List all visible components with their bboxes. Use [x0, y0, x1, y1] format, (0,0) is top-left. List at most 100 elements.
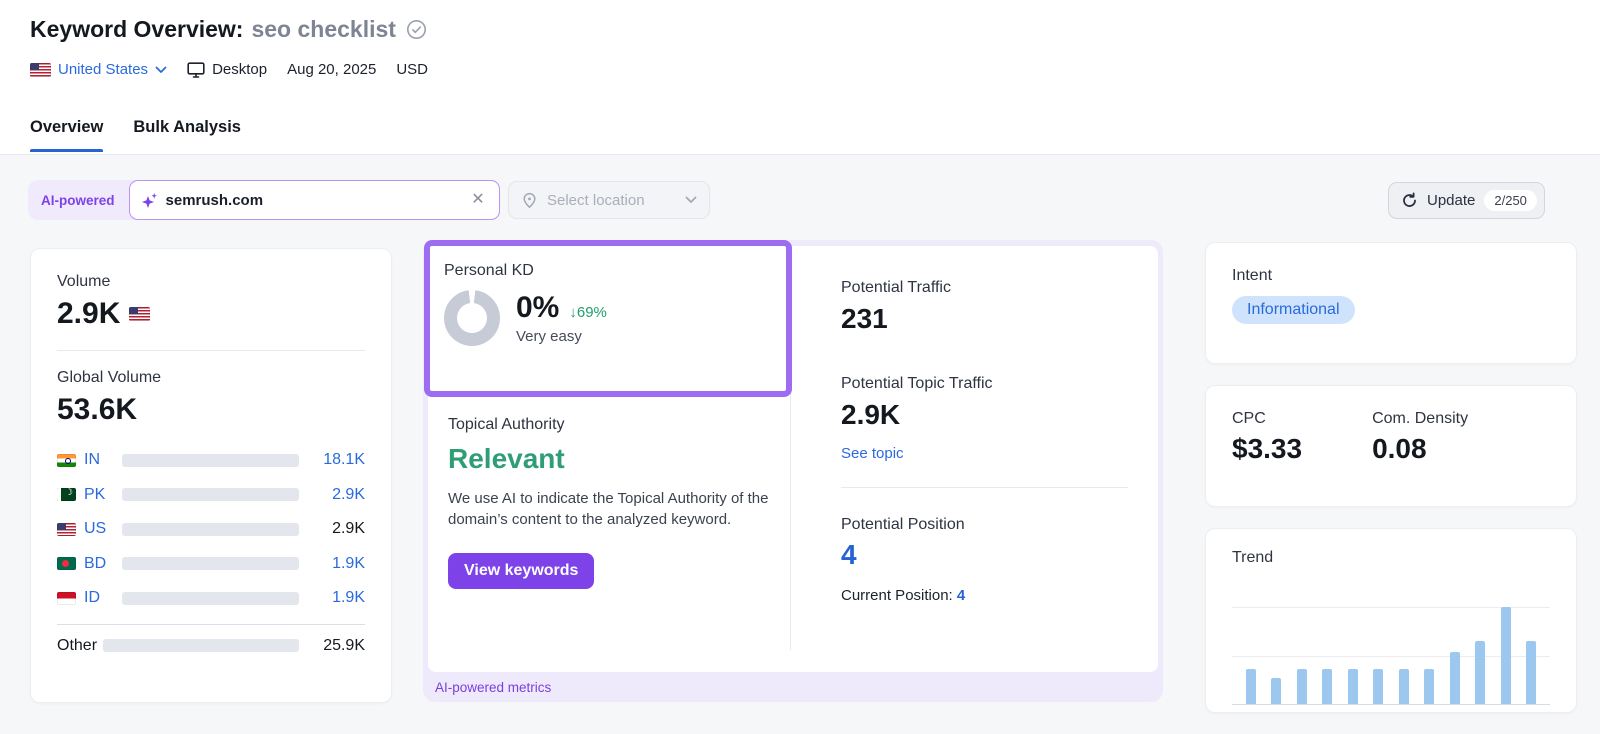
us-flag-icon — [129, 307, 151, 321]
volume-bar-track — [122, 522, 299, 536]
bd-flag-icon — [57, 557, 76, 571]
trend-bar — [1449, 651, 1460, 704]
country-code-link[interactable]: ID — [84, 589, 100, 607]
divider — [57, 623, 365, 625]
current-position-label: Current Position: — [841, 587, 957, 604]
potential-topic-traffic-value: 2.9K — [841, 399, 901, 430]
vertical-divider — [790, 258, 791, 650]
domain-input[interactable] — [165, 191, 463, 209]
trend-bar — [1373, 669, 1384, 704]
intent-card: Intent Informational — [1205, 242, 1577, 364]
other-label: Other — [57, 636, 98, 654]
density-label: Com. Density — [1372, 410, 1469, 427]
trend-bar — [1347, 669, 1358, 704]
topical-authority-title: Topical Authority — [448, 416, 565, 433]
trend-bars — [1246, 607, 1536, 704]
country-code-link[interactable]: US — [84, 520, 107, 538]
update-quota-badge: 2/250 — [1484, 190, 1537, 211]
topical-authority-value: Relevant — [448, 443, 565, 474]
select-location-placeholder: Select location — [547, 191, 645, 209]
tab-bulk-analysis[interactable]: Bulk Analysis — [133, 118, 241, 136]
volume-card: Volume 2.9K Global Volume 53.6K IN 18.1K P… — [30, 248, 392, 703]
us-flag-icon — [30, 62, 51, 77]
tab-divider — [0, 154, 1600, 155]
view-keywords-button[interactable]: View keywords — [448, 552, 595, 589]
potential-position-label: Potential Position — [841, 516, 965, 533]
intent-badge[interactable]: Informational — [1232, 296, 1355, 324]
refresh-icon — [1401, 192, 1418, 209]
global-volume-value: 53.6K — [57, 393, 138, 426]
update-button-label: Update — [1427, 192, 1476, 209]
volume-bar-track — [122, 557, 299, 571]
gridline — [1232, 656, 1550, 657]
ai-sparkle-icon — [141, 192, 159, 210]
country-selector[interactable]: United States — [30, 61, 167, 78]
chevron-down-icon — [155, 66, 167, 74]
volume-bar-track — [103, 639, 299, 652]
tab-bar: Overview Bulk Analysis — [30, 118, 241, 152]
country-volume-value[interactable]: 18.1K — [323, 451, 365, 469]
chevron-down-icon — [685, 196, 697, 204]
potential-topic-traffic-label: Potential Topic Traffic — [841, 375, 993, 392]
metrics-card: Topical Authority Relevant We use AI to … — [428, 246, 1158, 672]
country-row: ID 1.9K — [57, 581, 365, 616]
country-code-link[interactable]: IN — [84, 451, 100, 469]
page-title-keyword: seo checklist — [251, 16, 396, 42]
chart-baseline — [1232, 704, 1550, 705]
trend-bar — [1500, 607, 1511, 704]
current-position-row: Current Position: 4 — [841, 587, 1128, 604]
country-volume-value[interactable]: 1.9K — [332, 554, 365, 572]
kd-delta: ↓69% — [569, 304, 607, 321]
global-volume-title: Global Volume — [57, 369, 162, 386]
density-column: Com. Density 0.08 — [1372, 410, 1468, 482]
volume-value-row: 2.9K — [57, 297, 365, 331]
potential-traffic-value: 231 — [841, 303, 888, 334]
update-button[interactable]: Update 2/250 — [1388, 182, 1545, 219]
us-flag-icon — [57, 522, 76, 536]
country-volume-value[interactable]: 1.9K — [332, 589, 365, 607]
country-volume-value: 2.9K — [332, 520, 365, 538]
trend-bar — [1246, 669, 1256, 704]
personal-kd-title: Personal KD — [444, 262, 534, 279]
country-row: BD 1.9K — [57, 547, 365, 582]
country-list: IN 18.1K PK 2.9K US 2.9K BD 1.9K ID 1.9K — [57, 443, 365, 616]
in-flag-icon — [57, 453, 76, 467]
ai-powered-bar: AI-powered ✕ — [28, 180, 500, 220]
potential-traffic-label: Potential Traffic — [841, 279, 951, 296]
country-row: IN 18.1K — [57, 443, 365, 478]
country-row: PK 2.9K — [57, 478, 365, 513]
density-value: 0.08 — [1372, 433, 1427, 464]
potential-position-value: 4 — [841, 539, 857, 570]
country-volume-value[interactable]: 2.9K — [332, 485, 365, 503]
divider — [841, 487, 1128, 488]
personal-kd-row: 0% ↓69% Very easy — [444, 290, 772, 346]
id-flag-icon — [57, 591, 76, 605]
device-indicator: Desktop — [187, 61, 267, 78]
pk-flag-icon — [57, 488, 76, 502]
clear-input-icon[interactable]: ✕ — [471, 191, 485, 208]
keyword-meta-row: United States Desktop Aug 20, 2025 USD — [30, 61, 428, 78]
trend-bar — [1475, 640, 1486, 704]
page-title-text: Keyword Overview: — [30, 16, 244, 42]
see-topic-link[interactable]: See topic — [841, 445, 904, 462]
location-pin-icon — [521, 192, 538, 209]
desktop-icon — [187, 61, 205, 78]
potential-traffic-section: Potential Traffic 231 Potential Topic Tr… — [813, 246, 1158, 672]
verified-check-icon — [406, 19, 427, 40]
country-row: US 2.9K — [57, 512, 365, 547]
country-code-link[interactable]: PK — [84, 485, 106, 503]
tab-overview[interactable]: Overview — [30, 118, 104, 152]
cpc-card: CPC $3.33 Com. Density 0.08 — [1205, 385, 1577, 507]
personal-kd-card: Personal KD 0% ↓69% Very easy — [424, 240, 792, 397]
select-location-dropdown[interactable]: Select location — [508, 181, 710, 219]
volume-title: Volume — [57, 273, 111, 290]
cpc-column: CPC $3.33 — [1232, 410, 1302, 482]
country-selector-label: United States — [58, 61, 149, 78]
divider — [57, 350, 365, 351]
country-code-link[interactable]: BD — [84, 554, 107, 572]
topical-authority-description: We use AI to indicate the Topical Author… — [448, 490, 769, 529]
trend-bar-chart — [1232, 607, 1550, 705]
other-countries-row: Other 25.9K — [57, 625, 365, 667]
current-position-value[interactable]: 4 — [956, 587, 966, 604]
trend-bar — [1296, 669, 1307, 704]
